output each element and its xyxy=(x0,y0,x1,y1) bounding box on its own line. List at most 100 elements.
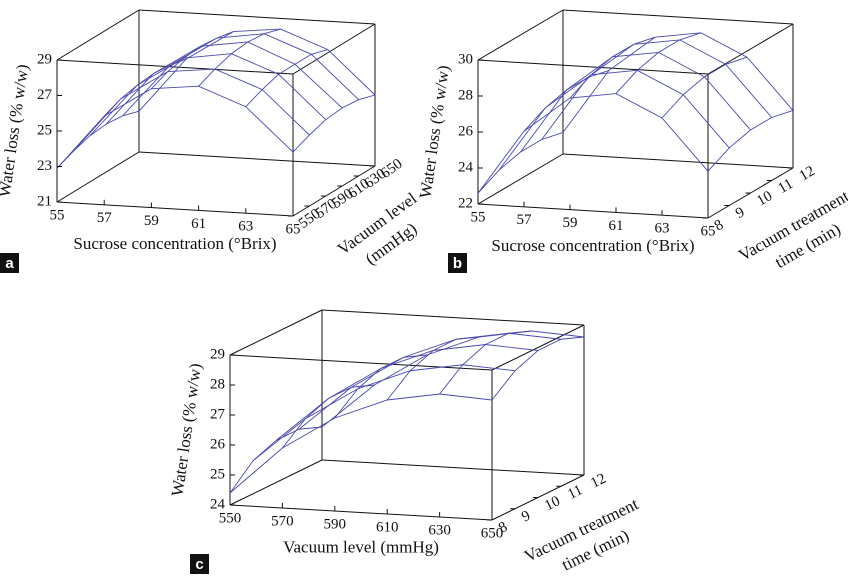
x-tick-label: 57 xyxy=(517,212,533,228)
surface-column xyxy=(56,110,140,169)
x-axis-label: Sucrose concentration (°Brix) xyxy=(491,236,694,255)
surface-column xyxy=(707,109,794,172)
box-edge xyxy=(56,59,294,75)
y-tick-label: 12 xyxy=(588,471,608,492)
box-edge xyxy=(56,151,140,203)
x-tick-label: 59 xyxy=(144,213,159,229)
surface-column xyxy=(569,36,656,99)
surface-column xyxy=(229,426,323,494)
surface-column xyxy=(334,354,427,419)
surface-row xyxy=(477,93,709,194)
box-edge xyxy=(562,9,794,25)
x-tick-label: 55 xyxy=(471,209,486,225)
x-tick-label: 550 xyxy=(219,510,242,526)
z-tick-label: 29 xyxy=(37,51,52,67)
z-tick-label: 22 xyxy=(458,195,473,211)
surface-column xyxy=(523,69,610,132)
surface-column xyxy=(615,32,702,94)
surface-column xyxy=(386,336,480,401)
box-edge xyxy=(229,309,323,356)
y-tick-label: 11 xyxy=(565,482,585,503)
x-tick-label: 65 xyxy=(286,221,301,237)
box-edge xyxy=(229,459,323,506)
x-tick-label: 61 xyxy=(191,216,206,232)
box-edge xyxy=(707,23,794,75)
box-edge xyxy=(138,151,376,167)
x-tick-label: 63 xyxy=(238,219,253,235)
box-edge xyxy=(292,23,376,75)
surface-row xyxy=(89,53,327,137)
surface-column xyxy=(439,330,532,395)
y-tick-label: 10 xyxy=(754,188,775,209)
x-tick-label: 590 xyxy=(324,516,347,532)
x-tick-label: 65 xyxy=(701,223,716,239)
z-tick-label: 27 xyxy=(210,406,226,422)
x-tick-label: 55 xyxy=(50,207,65,223)
x-tick-label: 63 xyxy=(655,221,670,237)
z-tick-label: 30 xyxy=(458,51,473,67)
surface-column xyxy=(198,28,281,87)
box-edge xyxy=(138,9,376,25)
surface-column xyxy=(103,58,187,117)
x-tick-label: 61 xyxy=(609,218,624,234)
z-tick-label: 26 xyxy=(210,436,226,452)
surface-column xyxy=(151,31,234,89)
box-edge xyxy=(321,459,585,476)
z-tick-label: 28 xyxy=(210,376,225,392)
z-tick-label: 27 xyxy=(37,87,53,103)
surface-row xyxy=(122,33,359,117)
surface-column xyxy=(282,384,375,449)
z-tick-label: 29 xyxy=(210,346,225,362)
x-axis-label: Sucrose concentration (°Brix) xyxy=(73,234,276,253)
surface-column xyxy=(245,49,328,108)
box-edge xyxy=(56,201,294,217)
surface-row xyxy=(229,393,493,494)
surface-row xyxy=(105,41,343,125)
box-edge xyxy=(229,354,493,371)
x-tick-label: 59 xyxy=(563,215,578,231)
z-tick-label: 25 xyxy=(37,122,52,138)
surface-column xyxy=(292,94,376,153)
box-edge xyxy=(477,59,709,75)
z-tick-label: 24 xyxy=(458,159,474,175)
z-tick-label: 26 xyxy=(458,123,474,139)
box-edge xyxy=(477,203,709,219)
x-tick-label: 570 xyxy=(271,513,294,529)
z-tick-label: 23 xyxy=(37,158,52,174)
x-tick-label: 57 xyxy=(97,210,113,226)
box-edge xyxy=(477,153,564,205)
surface-column xyxy=(661,56,748,119)
y-tick-label: 11 xyxy=(775,176,796,197)
z-tick-label: 21 xyxy=(37,193,52,209)
surface-row xyxy=(56,85,294,169)
z-tick-label: 25 xyxy=(210,466,225,482)
z-tick-label: 28 xyxy=(458,87,473,103)
surface-row xyxy=(275,344,539,441)
box-edge xyxy=(229,504,493,521)
z-tick-label: 24 xyxy=(210,496,226,512)
panel-letter: a xyxy=(5,255,14,272)
surface-row xyxy=(298,332,562,430)
x-axis-label: Vacuum level (mmHg) xyxy=(283,537,439,556)
x-tick-label: 650 xyxy=(481,525,504,541)
box-edge xyxy=(562,153,794,169)
box-edge xyxy=(477,9,564,61)
x-tick-label: 630 xyxy=(428,522,451,538)
box-edge xyxy=(292,165,376,217)
panel-letter-box xyxy=(190,554,209,574)
surface-column xyxy=(477,131,564,194)
y-tick-label: 10 xyxy=(542,493,562,514)
box-edge xyxy=(56,9,140,61)
panel-letter: c xyxy=(195,556,203,573)
surface-row xyxy=(138,28,376,112)
x-tick-label: 610 xyxy=(376,519,399,535)
panel-letter-box xyxy=(448,253,467,273)
surface-row xyxy=(520,51,751,153)
surface-row xyxy=(321,330,585,428)
box-edge xyxy=(321,309,585,326)
panel-letter-box xyxy=(0,253,19,273)
surface-column xyxy=(491,336,585,401)
y-tick-label: 12 xyxy=(797,163,818,184)
